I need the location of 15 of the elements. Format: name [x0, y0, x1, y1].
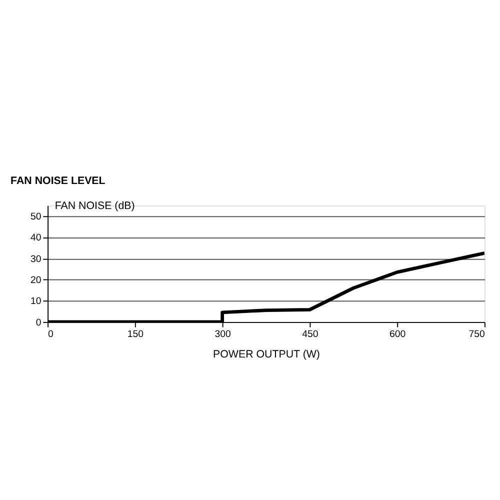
x-axis-title: POWER OUTPUT (W): [213, 348, 320, 360]
y-tick-label: 0: [36, 317, 42, 328]
chart-title: FAN NOISE LEVEL: [10, 175, 106, 188]
y-tick-label: 20: [30, 274, 42, 286]
x-tick-label: 750: [468, 329, 486, 340]
y-tick-label: 30: [30, 254, 42, 265]
x-tick-label: 0: [48, 329, 54, 340]
y-axis-title: FAN NOISE (dB): [54, 200, 135, 212]
y-tick-label: 50: [30, 211, 42, 222]
x-tick-label: 450: [302, 329, 319, 340]
x-tick-label: 150: [127, 329, 144, 340]
x-tick-label: 600: [389, 329, 406, 340]
x-tick-label: 300: [214, 329, 232, 340]
y-tick-label: 40: [30, 232, 42, 244]
y-tick-label: 10: [30, 296, 42, 308]
